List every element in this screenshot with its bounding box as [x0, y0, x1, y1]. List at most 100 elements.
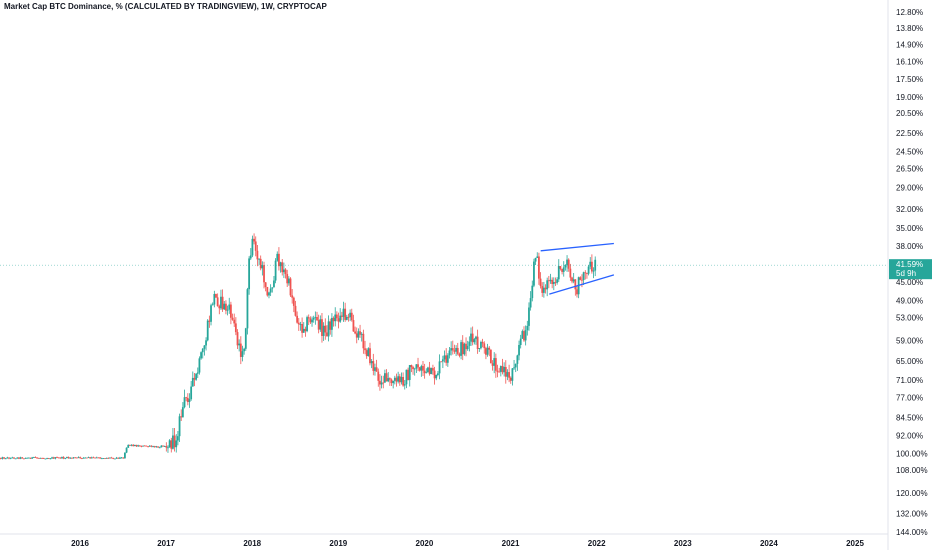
candle-body — [54, 457, 57, 459]
candle-body — [66, 457, 68, 459]
candle-body — [407, 369, 409, 380]
candle-body — [231, 317, 234, 320]
candle-body — [128, 445, 131, 446]
candle-body — [241, 351, 244, 357]
candle-body — [524, 330, 527, 341]
candle-body — [244, 328, 247, 349]
candle-body — [29, 457, 32, 459]
candle-body — [284, 269, 287, 275]
candle-body — [334, 314, 337, 322]
candle-body — [388, 378, 391, 380]
x-tick-label: 2019 — [329, 539, 347, 548]
candle-body — [473, 339, 476, 343]
y-tick-label: 49.00% — [896, 296, 923, 305]
candle-body — [435, 374, 438, 379]
candle-body — [342, 308, 345, 317]
candle-body — [41, 458, 44, 459]
candle-body — [64, 458, 67, 459]
candle-body — [157, 446, 159, 448]
candle-body — [24, 458, 27, 459]
candle-body — [135, 444, 138, 447]
candle-body — [172, 435, 174, 449]
y-tick-label: 71.00% — [896, 376, 923, 385]
candle-body — [191, 377, 194, 387]
candle-body — [249, 255, 252, 259]
x-tick-label: 2022 — [588, 539, 606, 548]
candle-body — [143, 445, 146, 447]
candle-body — [534, 257, 537, 262]
candle-body — [198, 358, 201, 373]
candle-body — [496, 370, 499, 372]
candle-body — [359, 331, 361, 335]
candle-body — [501, 366, 504, 373]
candle-body — [360, 333, 363, 335]
candle-body — [216, 297, 219, 307]
candle-body — [26, 457, 29, 459]
candle-body — [51, 457, 53, 459]
candle-body — [97, 457, 100, 459]
candle-body — [528, 307, 530, 326]
candle-body — [375, 367, 378, 372]
candle-body — [417, 364, 419, 368]
candle-body — [304, 328, 307, 332]
candle-body — [523, 331, 525, 341]
y-tick-label: 132.00% — [896, 509, 928, 518]
candle-body — [281, 262, 284, 273]
candle-body — [269, 288, 272, 293]
candle-body — [57, 457, 60, 459]
candle-body — [326, 332, 328, 337]
candle-body — [13, 457, 15, 459]
candle-body — [256, 250, 259, 260]
y-tick-label: 12.80% — [896, 8, 923, 17]
candle-body — [67, 457, 70, 459]
candle-body — [286, 274, 289, 284]
candle-body — [491, 363, 494, 366]
candle-body — [292, 297, 295, 306]
candle-body — [122, 457, 125, 459]
candle-body — [489, 349, 492, 364]
candle-body — [162, 445, 164, 447]
candle-body — [380, 382, 383, 385]
candle-body — [450, 348, 453, 351]
candle-body — [251, 238, 254, 256]
candle-body — [9, 457, 12, 459]
chart-title: Market Cap BTC Dominance, % (CALCULATED … — [4, 2, 327, 11]
candle-body — [218, 306, 221, 309]
candle-body — [299, 324, 302, 325]
candle-body — [138, 445, 141, 447]
candle-body — [18, 457, 20, 459]
candle-body — [549, 279, 552, 282]
candle-body — [493, 358, 496, 366]
candle-body — [8, 457, 10, 459]
candle-body — [77, 457, 80, 459]
candle-body — [59, 457, 62, 459]
y-tick-label: 14.90% — [896, 41, 923, 50]
candle-body — [142, 445, 145, 447]
channel-trend-line[interactable] — [549, 274, 615, 295]
candle-body — [178, 416, 181, 437]
candle-body — [221, 296, 224, 310]
candle-body — [110, 457, 113, 459]
candle-body — [261, 265, 264, 269]
candle-body — [120, 457, 123, 459]
y-tick-label: 16.10% — [896, 57, 923, 66]
candle-body — [258, 258, 260, 260]
candle-body — [206, 320, 209, 341]
y-tick-label: 35.00% — [896, 224, 923, 233]
candle-body — [112, 458, 115, 459]
y-tick-label: 65.00% — [896, 357, 923, 366]
price-axis: 12.80% 13.80% 14.90% 16.10% 17.50% 19.00% 20.5… — [896, 8, 928, 537]
candle-body — [273, 280, 275, 288]
candle-body — [165, 446, 168, 448]
channel-trend-line[interactable] — [540, 242, 614, 252]
candle-body — [95, 457, 98, 459]
y-tick-label: 19.00% — [896, 93, 923, 102]
candle-body — [276, 253, 279, 261]
y-tick-label: 77.00% — [896, 394, 923, 403]
candle-body — [503, 366, 506, 373]
candle-body — [72, 457, 75, 459]
candle-body — [100, 458, 103, 460]
x-tick-label: 2016 — [71, 539, 89, 548]
candle-body — [432, 368, 434, 371]
